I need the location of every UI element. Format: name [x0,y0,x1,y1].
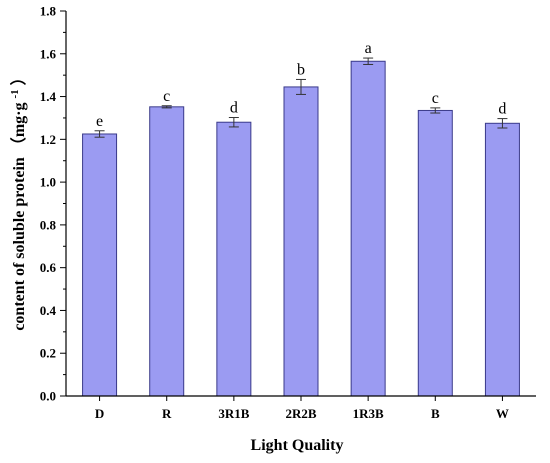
significance-label-1R3B: a [365,40,372,57]
significance-label-3R1B: d [230,100,238,117]
significance-label-D: e [96,113,103,130]
bar-R [149,106,185,397]
x-axis-title: Light Quality [251,437,344,454]
y-axis-title-unit: （mg·g [10,103,28,154]
significance-label-W: d [498,101,506,118]
bar-W [484,122,520,397]
significance-label-R: c [163,88,170,105]
x-tick-label-1R3B: 1R3B [353,406,384,421]
bar-1R3B [350,60,386,397]
y-tick-label-1.0: 1.0 [40,175,56,190]
y-tick-label-1.4: 1.4 [40,89,57,104]
x-axis: D R 3R1B 2R2B 1R3B B W [66,395,536,421]
y-tick-label-0.2: 0.2 [40,346,56,361]
x-tick-label-3R1B: 3R1B [218,406,249,421]
y-tick-label-1.8: 1.8 [40,4,57,19]
x-tick-label-R: R [162,406,172,421]
x-tick-label-B: B [431,406,440,421]
y-tick-label-0.6: 0.6 [40,260,57,275]
y-tick-label-0.0: 0.0 [40,389,56,404]
y-axis-title: content of soluble protein （mg·g -1 ） [5,69,28,330]
bar-B [417,109,453,397]
bar-D [82,133,118,397]
y-tick-label-0.8: 0.8 [40,217,57,232]
y-tick-label-1.2: 1.2 [40,132,56,147]
significance-label-B: c [432,90,439,107]
x-tick-label-2R2B: 2R2B [285,406,316,421]
y-axis-title-unit-close: ） [10,69,28,85]
x-tick-label-W: W [496,406,509,421]
y-axis: 0.0 0.2 0.4 0.6 0.8 1.0 1.2 1.4 1.6 1.8 [40,4,67,404]
y-tick-label-1.6: 1.6 [40,46,57,61]
plot-area: e c d b a c d [82,40,520,397]
y-axis-title-unit-sup: -1 [9,89,21,98]
bar-2R2B [283,86,319,397]
x-tick-label-D: D [95,406,104,421]
y-axis-title-main: content of soluble protein [11,157,28,331]
significance-label-2R2B: b [297,61,305,78]
bar-3R1B [216,121,252,397]
y-tick-label-0.4: 0.4 [40,303,57,318]
